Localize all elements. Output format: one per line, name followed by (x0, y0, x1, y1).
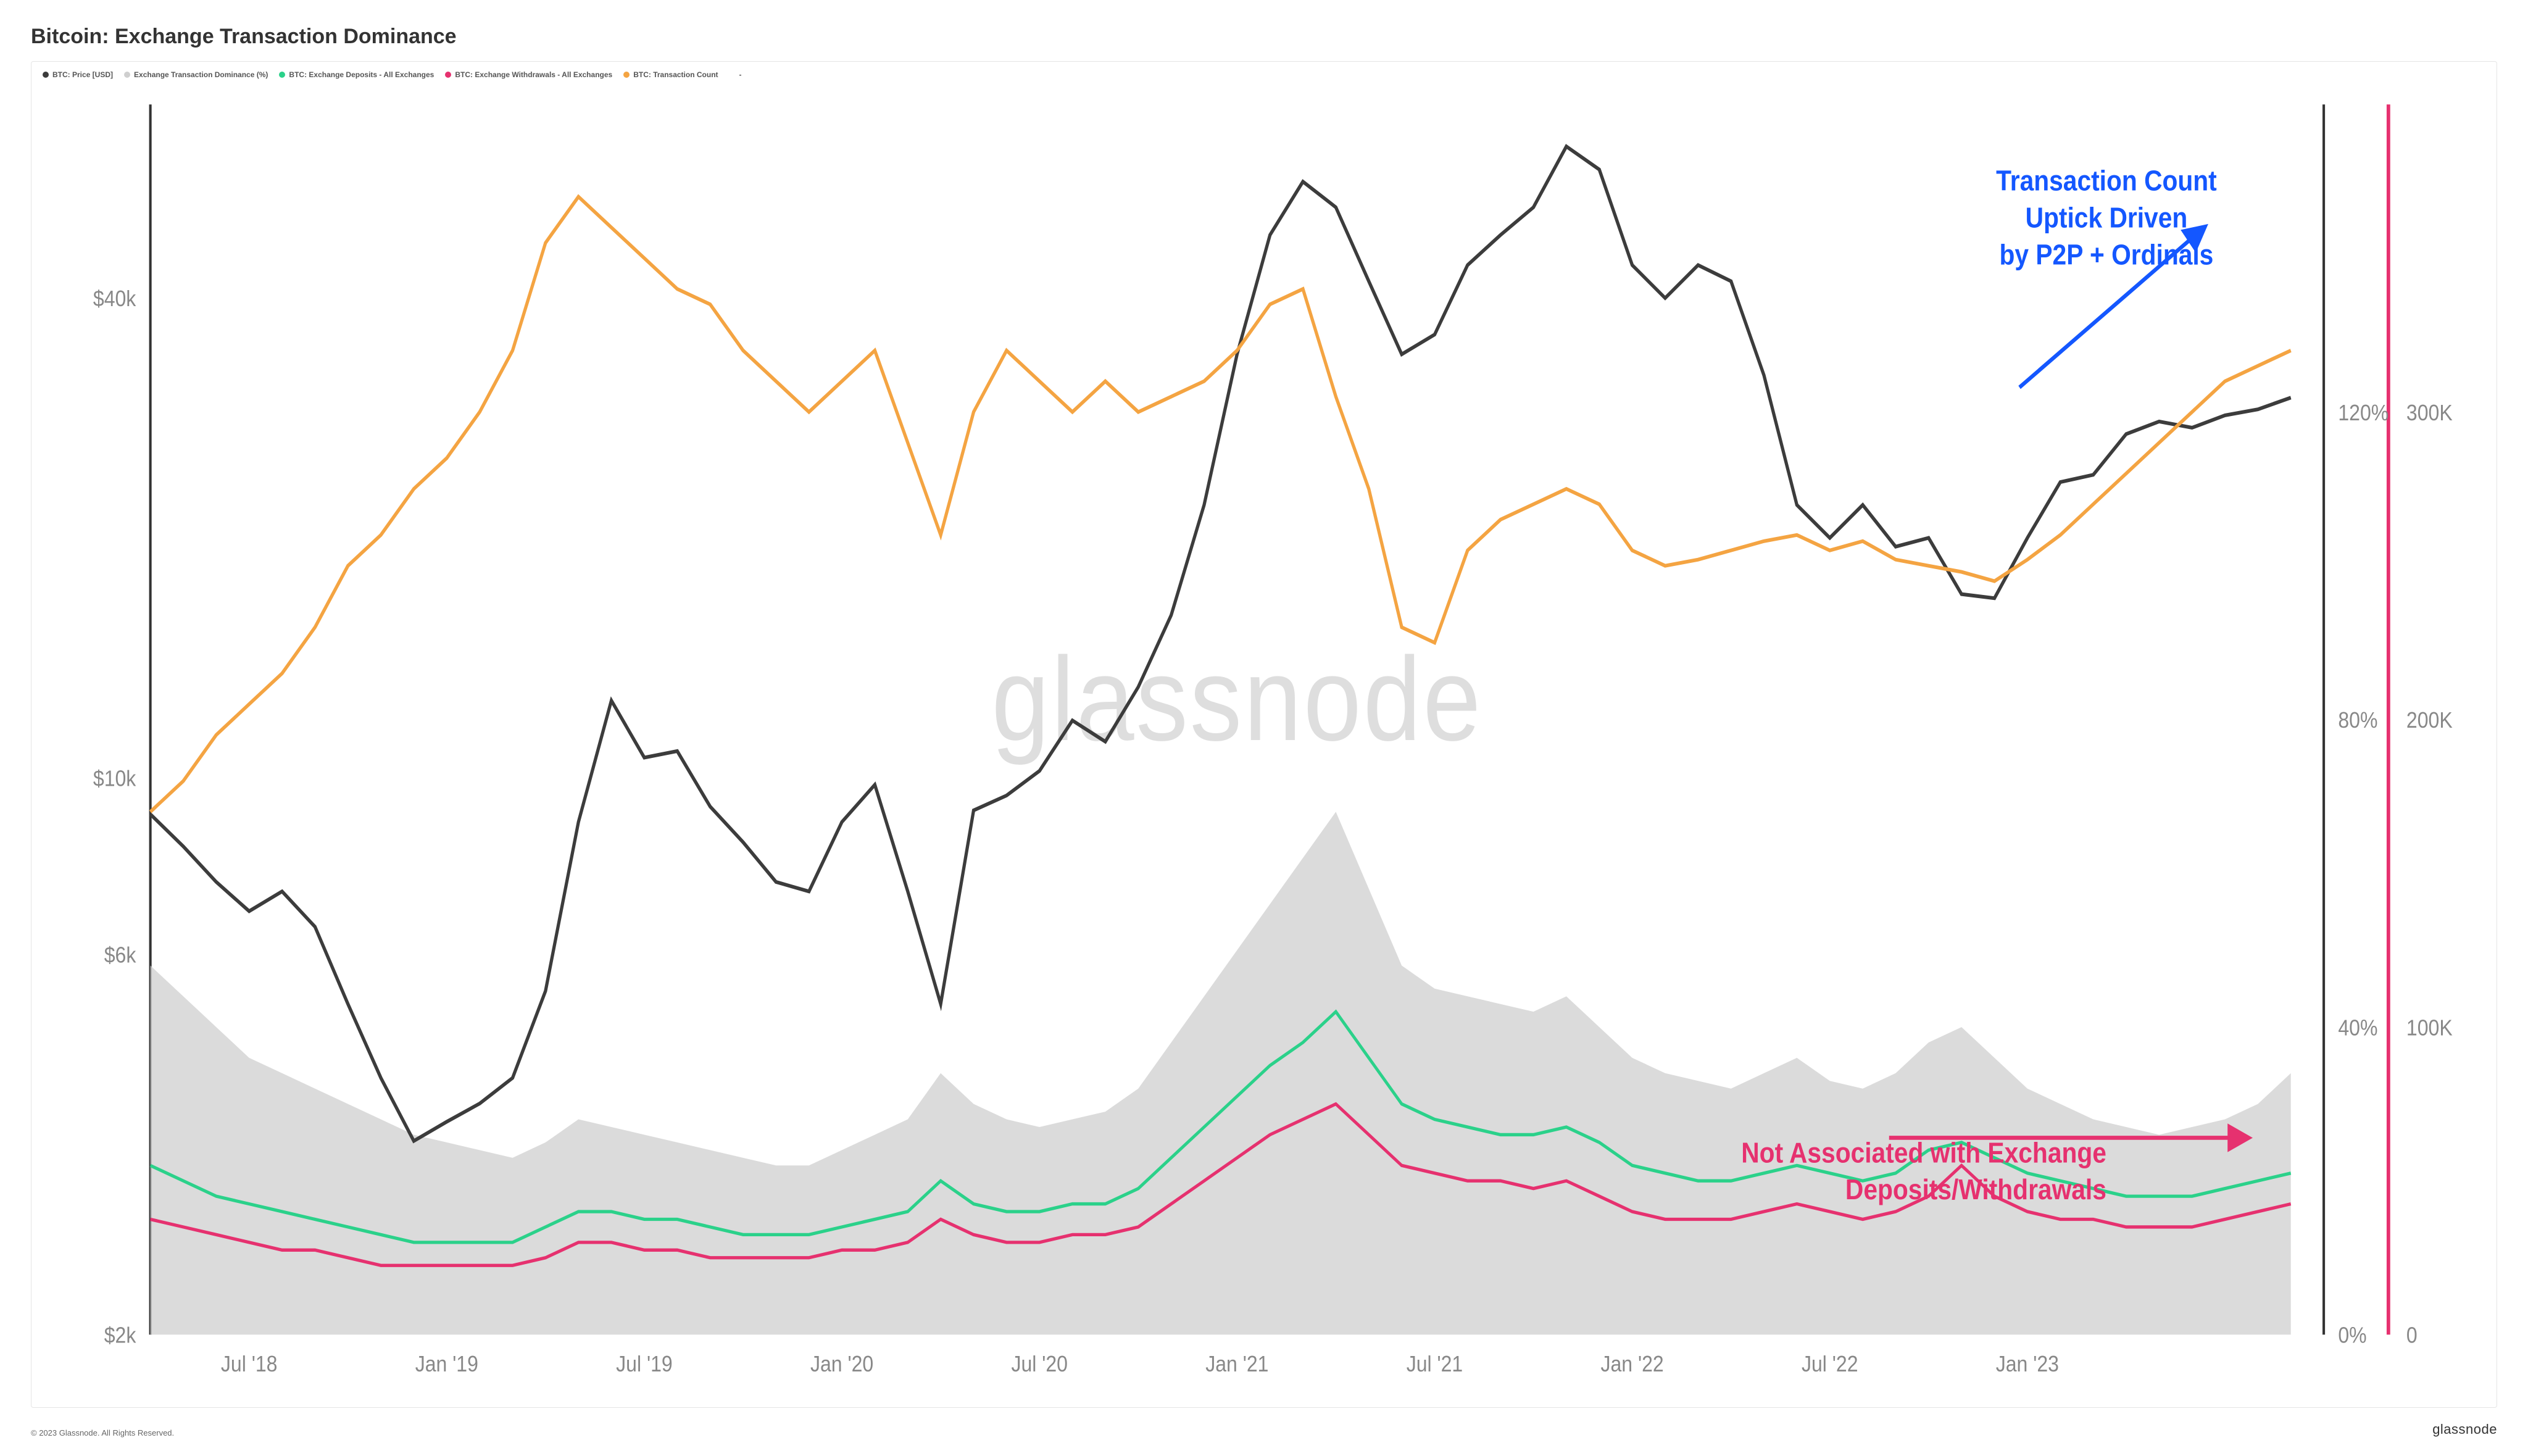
svg-text:100K: 100K (2406, 1015, 2453, 1040)
svg-text:300K: 300K (2406, 401, 2453, 425)
svg-text:$10k: $10k (93, 766, 136, 791)
svg-text:0%: 0% (2338, 1323, 2366, 1348)
legend-label: BTC: Exchange Withdrawals - All Exchange… (455, 70, 612, 79)
svg-text:0: 0 (2406, 1323, 2418, 1348)
legend-label: - (739, 70, 742, 79)
svg-text:Not Associated with Exchange: Not Associated with Exchange (1741, 1137, 2106, 1169)
svg-text:200K: 200K (2406, 708, 2453, 733)
svg-text:Jan '21: Jan '21 (1205, 1352, 1268, 1376)
svg-text:Jul '21: Jul '21 (1407, 1352, 1463, 1376)
legend-swatch (43, 72, 49, 78)
svg-text:Uptick Driven: Uptick Driven (2026, 202, 2188, 234)
legend-label: BTC: Transaction Count (633, 70, 718, 79)
legend-swatch (445, 72, 451, 78)
legend-item: BTC: Exchange Deposits - All Exchanges (279, 70, 434, 79)
legend-swatch (279, 72, 285, 78)
svg-text:Jan '22: Jan '22 (1600, 1352, 1663, 1376)
footer: © 2023 Glassnode. All Rights Reserved. g… (31, 1421, 2497, 1437)
svg-text:Jul '19: Jul '19 (616, 1352, 673, 1376)
svg-text:Jan '23: Jan '23 (1996, 1352, 2059, 1376)
plot-area: $2k $6k $10k $40k 0% 40% 80% 120% 0 100K 200K 300K J… (43, 84, 2485, 1396)
copyright-text: © 2023 Glassnode. All Rights Reserved. (31, 1428, 174, 1437)
legend-item: BTC: Price [USD] (43, 70, 113, 79)
legend-swatch (730, 72, 736, 78)
legend-label: Exchange Transaction Dominance (%) (134, 70, 268, 79)
svg-text:$2k: $2k (104, 1323, 136, 1348)
svg-text:$6k: $6k (104, 943, 136, 968)
svg-text:by P2P + Ordinals: by P2P + Ordinals (2000, 239, 2214, 271)
legend: BTC: Price [USD] Exchange Transaction Dom… (43, 70, 2485, 79)
legend-item: BTC: Transaction Count (623, 70, 718, 79)
legend-item: Exchange Transaction Dominance (%) (124, 70, 268, 79)
legend-item: BTC: Exchange Withdrawals - All Exchange… (445, 70, 612, 79)
legend-item: - (730, 70, 742, 79)
brand-logo: glassnode (2432, 1421, 2497, 1437)
svg-text:Jan '19: Jan '19 (415, 1352, 478, 1376)
svg-text:80%: 80% (2338, 708, 2377, 733)
chart-frame: BTC: Price [USD] Exchange Transaction Dom… (31, 61, 2497, 1408)
svg-text:$40k: $40k (93, 286, 136, 311)
legend-label: BTC: Price [USD] (52, 70, 113, 79)
svg-text:Jul '22: Jul '22 (1802, 1352, 1858, 1376)
svg-text:Jul '20: Jul '20 (1011, 1352, 1068, 1376)
svg-text:120%: 120% (2338, 401, 2389, 425)
svg-text:Transaction Count: Transaction Count (1996, 165, 2217, 197)
legend-swatch (124, 72, 130, 78)
legend-swatch (623, 72, 630, 78)
svg-text:40%: 40% (2338, 1015, 2377, 1040)
svg-text:glassnode: glassnode (991, 633, 1482, 766)
svg-text:Jul '18: Jul '18 (221, 1352, 278, 1376)
svg-text:Deposits/Withdrawals: Deposits/Withdrawals (1845, 1174, 2106, 1206)
svg-text:Jan '20: Jan '20 (810, 1352, 873, 1376)
legend-label: BTC: Exchange Deposits - All Exchanges (289, 70, 434, 79)
chart-title: Bitcoin: Exchange Transaction Dominance (31, 25, 2497, 49)
